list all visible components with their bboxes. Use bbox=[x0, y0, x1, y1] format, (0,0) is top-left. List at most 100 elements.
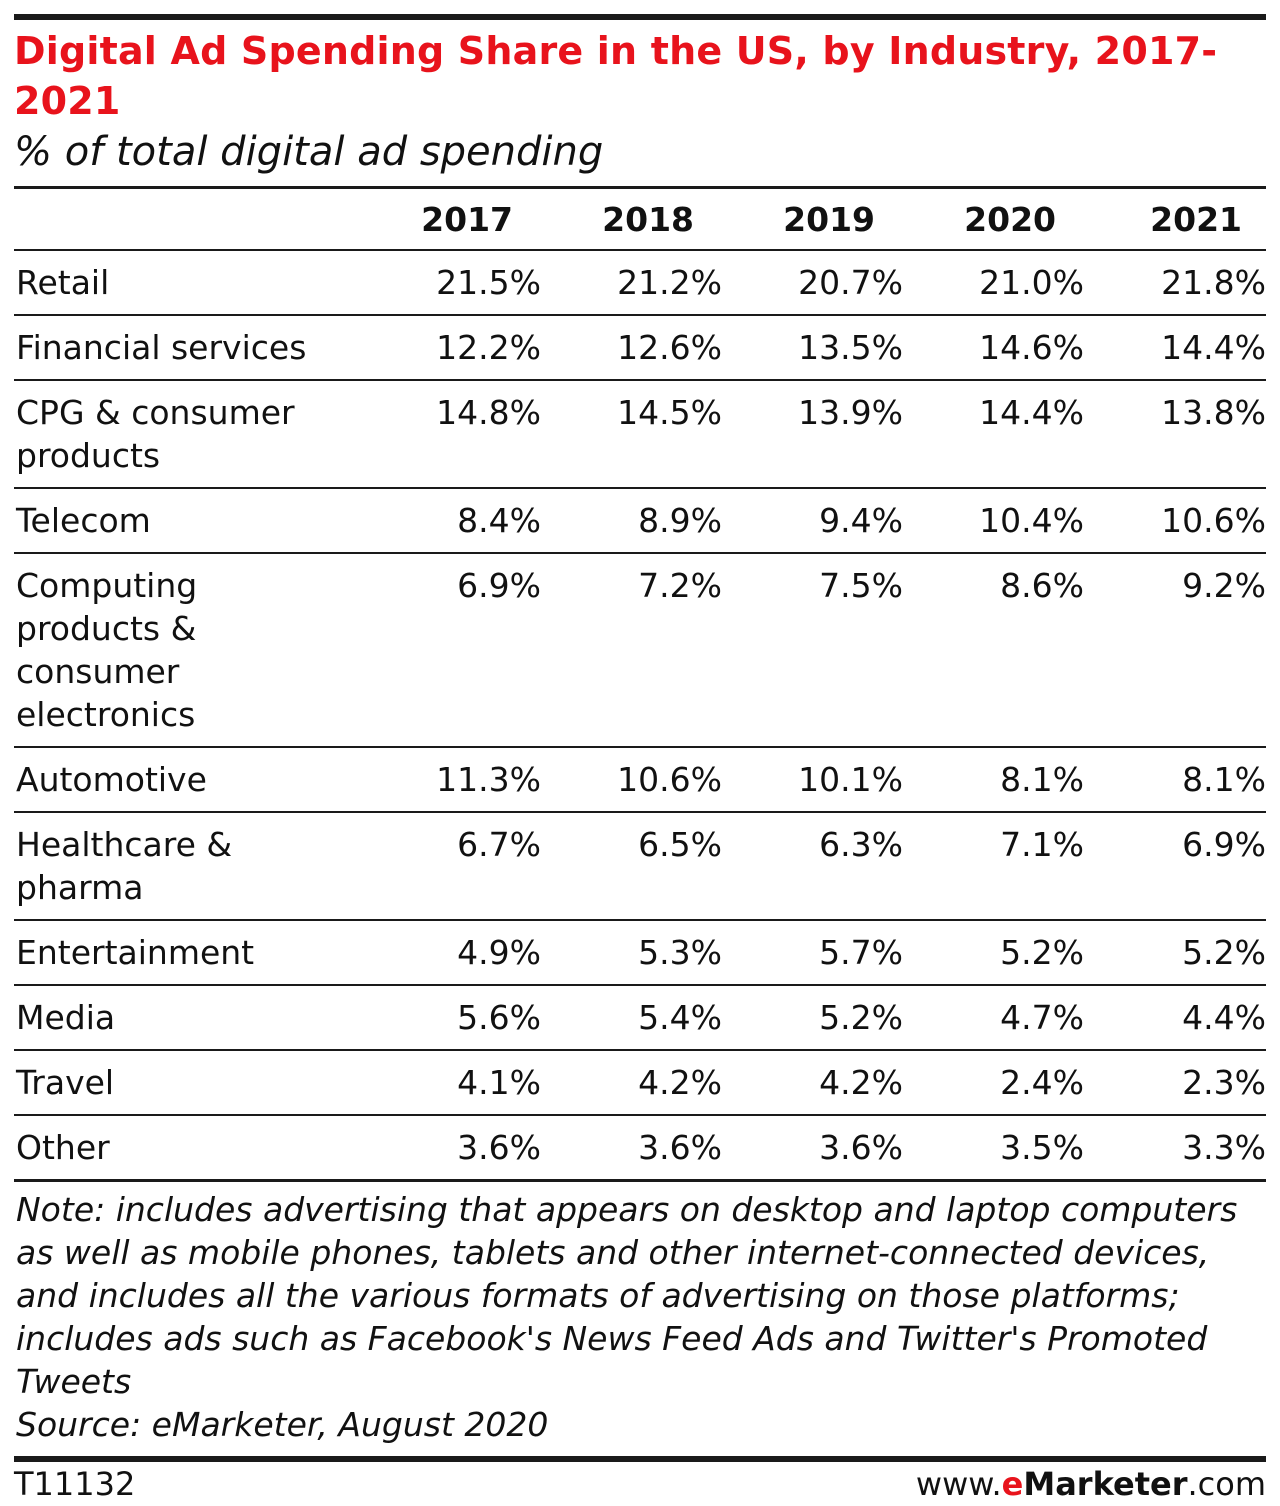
value-cell-2020: 8.6% bbox=[903, 553, 1084, 748]
data-table: 2017 2018 2019 2020 2021 Retail 21.5% 21.2% 20.… bbox=[14, 189, 1266, 1182]
value-cell-2018: 10.6% bbox=[541, 747, 722, 813]
brand-suffix: .com bbox=[1187, 1465, 1266, 1503]
value-cell-2021: 14.4% bbox=[1084, 315, 1266, 381]
value-cell-2019: 9.4% bbox=[722, 488, 903, 554]
value-cell-2018: 6.5% bbox=[541, 812, 722, 921]
row-label: Retail bbox=[14, 250, 360, 316]
value-cell-2021: 6.9% bbox=[1084, 812, 1266, 921]
table-row: Telecom 8.4% 8.9% 9.4% 10.4% 10.6% bbox=[14, 488, 1266, 554]
value-cell-2019: 13.5% bbox=[722, 315, 903, 381]
row-label: CPG & consumer products bbox=[14, 380, 360, 489]
value-cell-2017: 4.1% bbox=[360, 1050, 541, 1116]
value-cell-2020: 4.7% bbox=[903, 985, 1084, 1051]
table-row: Healthcare & pharma 6.7% 6.5% 6.3% 7.1% 6.9% bbox=[14, 812, 1266, 921]
value-cell-2018: 4.2% bbox=[541, 1050, 722, 1116]
column-header-2021: 2021 bbox=[1084, 189, 1266, 251]
row-label: Healthcare & pharma bbox=[14, 812, 360, 921]
column-header-2018: 2018 bbox=[541, 189, 722, 251]
value-cell-2021: 3.3% bbox=[1084, 1115, 1266, 1182]
value-cell-2019: 10.1% bbox=[722, 747, 903, 813]
value-cell-2018: 12.6% bbox=[541, 315, 722, 381]
value-cell-2021: 2.3% bbox=[1084, 1050, 1266, 1116]
source-text: Source: eMarketer, August 2020 bbox=[16, 1405, 549, 1444]
value-cell-2018: 14.5% bbox=[541, 380, 722, 489]
table-row: Other 3.6% 3.6% 3.6% 3.5% 3.3% bbox=[14, 1115, 1266, 1182]
table-row: CPG & consumer products 14.8% 14.5% 13.9% 14… bbox=[14, 380, 1266, 489]
table-body: Retail 21.5% 21.2% 20.7% 21.0% 21.8% Financial… bbox=[14, 250, 1266, 1182]
row-label: Media bbox=[14, 985, 360, 1051]
chart-title: Digital Ad Spending Share in the US, by … bbox=[14, 29, 1218, 123]
value-cell-2021: 13.8% bbox=[1084, 380, 1266, 489]
value-cell-2020: 21.0% bbox=[903, 250, 1084, 316]
value-cell-2017: 8.4% bbox=[360, 488, 541, 554]
brand-prefix: www. bbox=[915, 1465, 1002, 1503]
value-cell-2020: 3.5% bbox=[903, 1115, 1084, 1182]
value-cell-2021: 8.1% bbox=[1084, 747, 1266, 813]
value-cell-2018: 5.4% bbox=[541, 985, 722, 1051]
value-cell-2019: 5.7% bbox=[722, 920, 903, 986]
value-cell-2020: 8.1% bbox=[903, 747, 1084, 813]
value-cell-2020: 14.4% bbox=[903, 380, 1084, 489]
value-cell-2018: 7.2% bbox=[541, 553, 722, 748]
value-cell-2021: 21.8% bbox=[1084, 250, 1266, 316]
chart-subtitle: % of total digital ad spending bbox=[14, 129, 604, 175]
chart-frame: Digital Ad Spending Share in the US, by … bbox=[14, 14, 1266, 1506]
value-cell-2017: 4.9% bbox=[360, 920, 541, 986]
value-cell-2019: 5.2% bbox=[722, 985, 903, 1051]
row-label: Computing products & consumer electronic… bbox=[14, 553, 360, 748]
chart-id: T11132 bbox=[14, 1465, 136, 1503]
value-cell-2018: 21.2% bbox=[541, 250, 722, 316]
value-cell-2017: 6.7% bbox=[360, 812, 541, 921]
row-label: Other bbox=[14, 1115, 360, 1182]
column-header-2019: 2019 bbox=[722, 189, 903, 251]
header-row: 2017 2018 2019 2020 2021 bbox=[14, 189, 1266, 251]
row-label: Travel bbox=[14, 1050, 360, 1116]
value-cell-2021: 4.4% bbox=[1084, 985, 1266, 1051]
table-row: Financial services 12.2% 12.6% 13.5% 14.6% 14… bbox=[14, 315, 1266, 381]
table-row: Retail 21.5% 21.2% 20.7% 21.0% 21.8% bbox=[14, 250, 1266, 316]
value-cell-2020: 10.4% bbox=[903, 488, 1084, 554]
table-row: Entertainment 4.9% 5.3% 5.7% 5.2% 5.2% bbox=[14, 920, 1266, 986]
value-cell-2018: 8.9% bbox=[541, 488, 722, 554]
row-label: Financial services bbox=[14, 315, 360, 381]
row-label: Automotive bbox=[14, 747, 360, 813]
value-cell-2017: 11.3% bbox=[360, 747, 541, 813]
brand-e: e bbox=[1001, 1465, 1024, 1503]
value-cell-2021: 5.2% bbox=[1084, 920, 1266, 986]
value-cell-2018: 3.6% bbox=[541, 1115, 722, 1182]
column-header-2017: 2017 bbox=[360, 189, 541, 251]
brand-link[interactable]: www.eMarketer.com bbox=[916, 1465, 1266, 1503]
value-cell-2021: 10.6% bbox=[1084, 488, 1266, 554]
note-block: Note: includes advertising that appears … bbox=[14, 1188, 1266, 1446]
row-label: Entertainment bbox=[14, 920, 360, 986]
header-label-cell bbox=[14, 189, 360, 251]
value-cell-2020: 2.4% bbox=[903, 1050, 1084, 1116]
note-text: Note: includes advertising that appears … bbox=[16, 1190, 1238, 1401]
value-cell-2017: 3.6% bbox=[360, 1115, 541, 1182]
value-cell-2019: 13.9% bbox=[722, 380, 903, 489]
row-label: Telecom bbox=[14, 488, 360, 554]
value-cell-2020: 5.2% bbox=[903, 920, 1084, 986]
value-cell-2017: 6.9% bbox=[360, 553, 541, 748]
table-row: Travel 4.1% 4.2% 4.2% 2.4% 2.3% bbox=[14, 1050, 1266, 1116]
top-rule bbox=[14, 14, 1266, 20]
value-cell-2019: 7.5% bbox=[722, 553, 903, 748]
value-cell-2019: 3.6% bbox=[722, 1115, 903, 1182]
table-row: Media 5.6% 5.4% 5.2% 4.7% 4.4% bbox=[14, 985, 1266, 1051]
subtitle-rule bbox=[14, 186, 1266, 189]
value-cell-2017: 12.2% bbox=[360, 315, 541, 381]
footer: T11132 www.eMarketer.com bbox=[14, 1462, 1266, 1506]
value-cell-2018: 5.3% bbox=[541, 920, 722, 986]
table-row: Computing products & consumer electronic… bbox=[14, 553, 1266, 748]
brand-name: Marketer bbox=[1023, 1465, 1188, 1503]
value-cell-2020: 7.1% bbox=[903, 812, 1084, 921]
value-cell-2019: 4.2% bbox=[722, 1050, 903, 1116]
value-cell-2021: 9.2% bbox=[1084, 553, 1266, 748]
value-cell-2019: 6.3% bbox=[722, 812, 903, 921]
table-row: Automotive 11.3% 10.6% 10.1% 8.1% 8.1% bbox=[14, 747, 1266, 813]
value-cell-2017: 5.6% bbox=[360, 985, 541, 1051]
value-cell-2020: 14.6% bbox=[903, 315, 1084, 381]
column-header-2020: 2020 bbox=[903, 189, 1084, 251]
value-cell-2017: 21.5% bbox=[360, 250, 541, 316]
value-cell-2017: 14.8% bbox=[360, 380, 541, 489]
